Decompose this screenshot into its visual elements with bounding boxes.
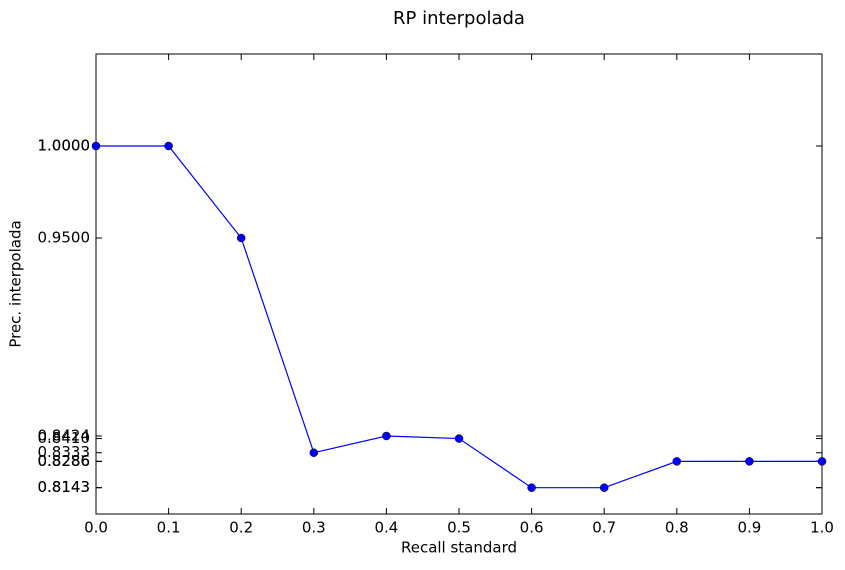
x-tick-label: 0.4 (374, 519, 398, 537)
y-tick-label: 0.9500 (38, 229, 91, 247)
x-tick-label: 0.9 (737, 519, 761, 537)
plot-frame (95, 53, 823, 515)
marker (236, 233, 246, 243)
y-tick-label: 0.8286 (38, 452, 91, 470)
x-tick-label: 0.3 (302, 519, 326, 537)
x-axis-label: Recall standard (401, 539, 517, 557)
marker (309, 448, 319, 457)
x-tick-label: 0.6 (520, 519, 544, 537)
y-tick-label: 0.8286 (38, 452, 91, 470)
chart-title: RP interpolada (393, 8, 525, 29)
y-tick-label: 0.8143 (38, 478, 91, 496)
y-tick-label: 0.8424 (38, 426, 91, 444)
x-tick-label: 0.0 (84, 519, 108, 537)
marker (91, 141, 101, 151)
x-tick-label: 0.2 (229, 519, 253, 537)
marker (745, 457, 754, 466)
marker (382, 431, 391, 441)
x-tick-label: 1.0 (810, 519, 834, 537)
y-axis-label: Prec. interpolada (7, 220, 25, 347)
y-tick-label: 1.0000 (38, 137, 91, 155)
marker (164, 141, 173, 151)
x-tick-label: 0.8 (665, 519, 689, 537)
marker (817, 457, 827, 466)
marker (599, 483, 609, 492)
y-tick-label: 0.8143 (38, 478, 91, 496)
marker (527, 483, 536, 492)
x-tick-label: 0.1 (157, 519, 181, 537)
marker (454, 434, 464, 443)
y-tick-label: 0.8333 (38, 443, 91, 461)
y-tick-label: 0.8410 (38, 429, 91, 447)
marker (672, 457, 682, 466)
y-tick-label: 1.0000 (38, 137, 91, 155)
y-tick-label: 0.8286 (38, 452, 91, 470)
x-tick-label: 0.5 (447, 519, 471, 537)
x-tick-label: 0.7 (592, 519, 616, 537)
